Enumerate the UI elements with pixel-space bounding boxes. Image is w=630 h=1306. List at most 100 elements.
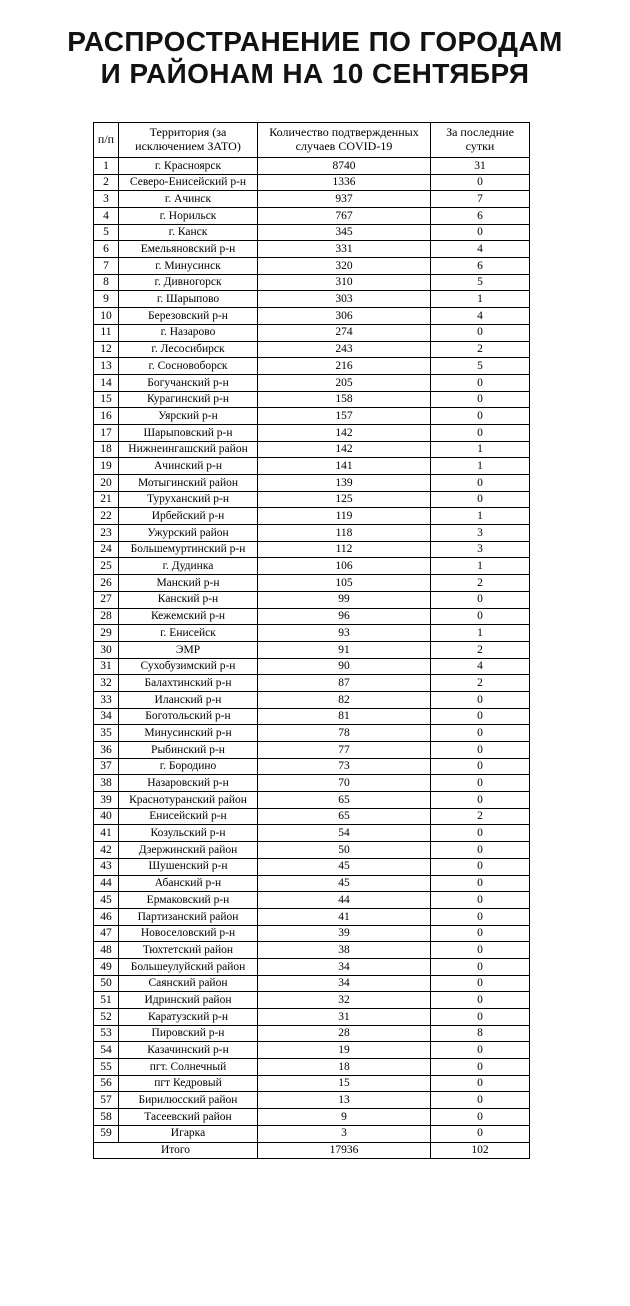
territory-cell: Манский р-н [118,574,258,592]
table-row: 33 Иланский р-н 82 0 [93,690,530,709]
header-territory: Территория (за исключением ЗАТО) [118,121,258,158]
table-row: 54 Казачинский р-н 19 0 [93,1041,530,1060]
row-number-cell: 48 [93,941,119,959]
confirmed-cell: 13 [257,1091,431,1110]
daily-delta-cell: 0 [430,874,530,893]
confirmed-cell: 157 [257,407,431,425]
confirmed-cell: 34 [257,957,431,976]
row-number-cell: 52 [93,1008,119,1026]
table-row: 41 Козульский р-н 54 0 [93,824,530,843]
confirmed-cell: 28 [257,1024,431,1043]
table-row: 28 Кежемский р-н 96 0 [93,607,530,626]
table-row: 42 Дзержинский район 50 0 [93,841,530,859]
table-row: 50 Саянский район 34 0 [93,974,530,993]
table-row: 59 Игарка 3 0 [93,1124,530,1143]
territory-cell: г. Лесосибирск [118,340,258,359]
confirmed-cell: 937 [257,190,431,208]
daily-delta-cell: 0 [430,373,530,392]
confirmed-cell: 93 [257,624,431,642]
daily-delta-cell: 0 [430,941,530,959]
table-row: 51 Идринский район 32 0 [93,991,530,1009]
daily-delta-cell: 0 [430,757,530,776]
confirmed-cell: 205 [257,373,431,392]
table-footer: Итого 17936 102 [93,1141,530,1160]
daily-delta-cell: 0 [430,423,530,442]
total-label-cell: Итого [93,1141,258,1160]
daily-delta-cell: 0 [430,1091,530,1110]
territory-cell: Краснотуранский район [118,791,258,809]
confirmed-cell: 216 [257,357,431,375]
territory-cell: Большеулуйский район [118,957,258,976]
daily-delta-cell: 1 [430,557,530,576]
table-row: 46 Партизанский район 41 0 [93,907,530,926]
row-number-cell: 35 [93,724,119,742]
row-number-cell: 31 [93,657,119,676]
daily-delta-cell: 0 [430,1108,530,1126]
row-number-cell: 29 [93,624,119,642]
table-row: 55 пгт. Солнечный 18 0 [93,1058,530,1076]
row-number-cell: 3 [93,190,119,208]
confirmed-cell: 106 [257,557,431,576]
daily-delta-cell: 0 [430,841,530,859]
row-number-cell: 42 [93,841,119,859]
row-number-cell: 27 [93,590,119,609]
daily-delta-cell: 0 [430,1124,530,1143]
row-number-cell: 50 [93,974,119,993]
table-row: 24 Большемуртинский р-н 112 3 [93,540,530,559]
table-row: 32 Балахтинский р-н 87 2 [93,674,530,692]
territory-cell: Боготольский р-н [118,707,258,726]
daily-delta-cell: 0 [430,774,530,793]
row-number-cell: 15 [93,390,119,409]
daily-delta-cell: 0 [430,1041,530,1060]
table-row: 34 Боготольский р-н 81 0 [93,707,530,726]
territory-cell: г. Норильск [118,207,258,225]
row-number-cell: 37 [93,757,119,776]
row-number-cell: 4 [93,207,119,225]
territory-cell: Новоселовский р-н [118,924,258,943]
table-row: 20 Мотыгинский район 139 0 [93,474,530,492]
territory-cell: г. Назарово [118,323,258,342]
table-row: 21 Туруханский р-н 125 0 [93,490,530,509]
table-row: 15 Курагинский р-н 158 0 [93,390,530,409]
territory-cell: г. Енисейск [118,624,258,642]
table-body: 1 г. Красноярск 8740 31 2 Северо-Енисейский р… [93,156,530,1143]
confirmed-cell: 141 [257,457,431,475]
row-number-cell: 49 [93,957,119,976]
daily-delta-cell: 0 [430,607,530,626]
row-number-cell: 25 [93,557,119,576]
daily-delta-cell: 8 [430,1024,530,1043]
daily-delta-cell: 0 [430,1058,530,1076]
row-number-cell: 11 [93,323,119,342]
daily-delta-cell: 0 [430,824,530,843]
confirmed-cell: 99 [257,590,431,609]
territory-cell: Ирбейский р-н [118,507,258,526]
row-number-cell: 59 [93,1124,119,1143]
territory-cell: Шушенский р-н [118,857,258,876]
daily-delta-cell: 0 [430,907,530,926]
confirmed-cell: 81 [257,707,431,726]
daily-delta-cell: 7 [430,190,530,208]
territory-cell: Минусинский р-н [118,724,258,742]
row-number-cell: 28 [93,607,119,626]
table-row: 16 Уярский р-н 157 0 [93,407,530,425]
territory-cell: Казачинский р-н [118,1041,258,1060]
page-title: РАСПРОСТРАНЕНИЕ ПО ГОРОДАМ И РАЙОНАМ НА … [10,26,620,91]
row-number-cell: 1 [93,156,119,175]
territory-cell: Ачинский р-н [118,457,258,475]
daily-delta-cell: 0 [430,474,530,492]
daily-delta-cell: 2 [430,340,530,359]
territory-cell: Партизанский район [118,907,258,926]
territory-cell: Богучанский р-н [118,373,258,392]
row-number-cell: 56 [93,1074,119,1093]
daily-delta-cell: 0 [430,707,530,726]
confirmed-cell: 78 [257,724,431,742]
territory-cell: пгт. Солнечный [118,1058,258,1076]
table-header-row: п/п Территория (за исключением ЗАТО) Кол… [93,121,530,158]
confirmed-cell: 18 [257,1058,431,1076]
territory-cell: г. Сосновоборск [118,357,258,375]
territory-cell: Ужурский район [118,524,258,542]
table-row: 26 Манский р-н 105 2 [93,574,530,592]
table-row: 10 Березовский р-н 306 4 [93,307,530,325]
header-row-number: п/п [93,121,119,158]
row-number-cell: 41 [93,824,119,843]
